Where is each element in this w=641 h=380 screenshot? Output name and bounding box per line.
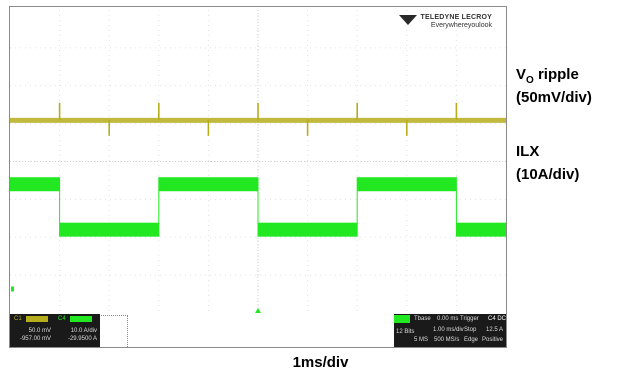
c1-offset: -957.00 mV [19, 336, 51, 342]
srate-value: 500 MS/s [434, 337, 460, 343]
trigger-label: Trigger [460, 316, 479, 322]
c4-tag-bar [70, 316, 92, 322]
ilx-high-segment [357, 177, 457, 192]
bits-label: 12 Bits [396, 329, 415, 335]
c4-offset: -29.9500 A [67, 336, 97, 342]
vo-label-sub: O [526, 75, 534, 86]
c1-scale: 50.0 mV [28, 328, 51, 334]
mode-value: Stop [464, 327, 477, 333]
tbase-value: 0.00 ms [437, 316, 459, 322]
ilx-high-segment [158, 177, 258, 192]
vo-label-main: V [516, 66, 527, 83]
ilx-low-segment [456, 222, 506, 237]
ilx-offset-marker [11, 286, 14, 292]
c4-tag: C4 [58, 316, 66, 322]
timebase-trigger-descriptor[interactable]: Tbase 0.00 ms Trigger C4 DC 12 Bits 1.00… [394, 314, 506, 347]
c1-tag-bar [26, 316, 48, 322]
c4-scale: 10.0 A/div [70, 328, 97, 334]
slope-value: Positive [482, 337, 504, 343]
graticule [10, 10, 506, 313]
level-value: 12.5 A [486, 327, 504, 333]
status-bar: C1 50.0 mV -957.00 mV C4 10.0 A/div -29.… [10, 314, 506, 347]
trigger-position-marker [255, 308, 261, 313]
ilx-label: ILX [516, 143, 540, 160]
ilx-scale-label: (10A/div) [516, 166, 580, 183]
vo-scale-label: (50mV/div) [516, 89, 592, 106]
vo-ripple-trace [10, 102, 506, 136]
teledyne-lecroy-logo: TELEDYNE LECROY Everywhereyoulook [398, 14, 492, 30]
rate-value: 1.00 ms/div [433, 327, 464, 333]
ilx-high-segment [10, 177, 60, 192]
c1-descriptor[interactable]: C1 50.0 mV -957.00 mV [10, 314, 54, 347]
vo-ripple-label: VO ripple [516, 64, 579, 91]
c1-tag: C1 [14, 316, 22, 322]
waveform-plot [10, 10, 506, 313]
ilx-low-segment [59, 222, 159, 237]
trigger-value: C4 DC [488, 316, 507, 322]
vo-ripple-band [10, 117, 506, 123]
c4-descriptor[interactable]: C4 10.0 A/div -29.9500 A [54, 314, 100, 347]
timebase-label: 1ms/div [292, 354, 349, 371]
logo-brand: TELEDYNE LECROY [420, 14, 492, 21]
empty-descriptor-slot [101, 315, 128, 347]
logo-tagline: Everywhereyoulook [430, 22, 492, 29]
samples-value: 5 MS [414, 337, 429, 343]
vo-label-rest: ripple [533, 66, 579, 83]
edge-value: Edge [464, 337, 479, 343]
ilx-trace [10, 177, 506, 313]
tbase-bar [394, 315, 410, 323]
lecroy-logo-icon [398, 15, 417, 25]
tbase-label: Tbase [414, 316, 431, 322]
oscilloscope-screen: TELEDYNE LECROY Everywhereyoulook C1 50.… [9, 6, 507, 348]
ilx-low-segment [258, 222, 358, 237]
